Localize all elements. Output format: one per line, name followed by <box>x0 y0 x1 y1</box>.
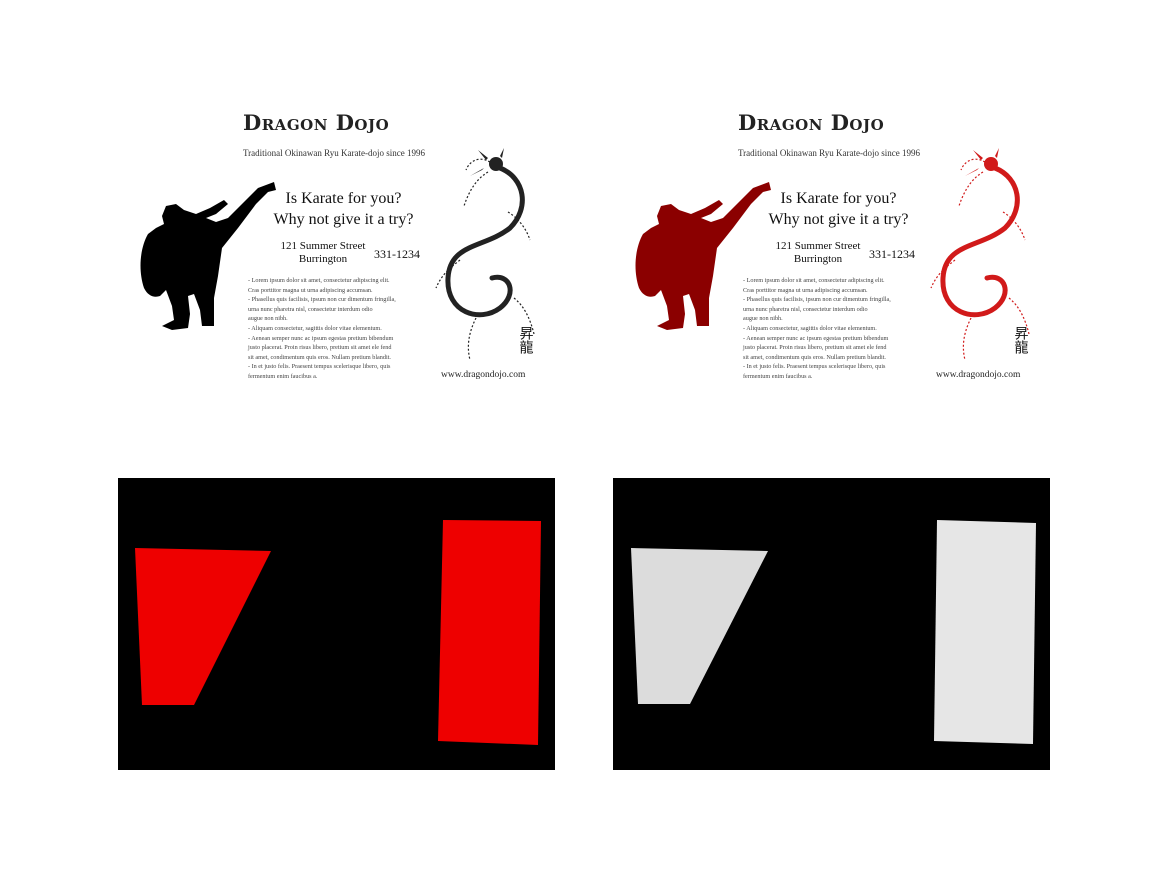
body-line: justo placerat. Proin risus libero, pret… <box>743 344 887 352</box>
segmentation-mask-red <box>118 478 555 770</box>
body-line: - Aenean semper nunc ac ipsum egestas pr… <box>248 334 394 342</box>
seal-glyphs: 昇龍 <box>1013 326 1029 355</box>
mask-region-quad <box>135 548 271 705</box>
headline: Is Karate for you? Why not give it a try… <box>751 188 926 230</box>
body-line: Cras porttitor magna ut urna adipiscing … <box>743 286 868 294</box>
address: 121 Summer Street Burrington <box>763 240 873 266</box>
headline-line: Why not give it a try? <box>768 211 909 228</box>
dragon-icon <box>930 148 1030 361</box>
mask-region-rect <box>438 520 541 745</box>
karate-kicker-icon <box>140 182 276 330</box>
brand-title: Dragon Dojo <box>738 110 885 135</box>
mask-region-quad <box>631 548 768 704</box>
body-line: - Aenean semper nunc ac ipsum egestas pr… <box>743 334 889 342</box>
body-line: urna nunc pharetra nisl, consectetur int… <box>248 305 373 313</box>
address-city: Burrington <box>298 253 348 265</box>
body-line: - Aliquam consectetur, sagittis dolor vi… <box>248 324 382 332</box>
body-line: sit amet, condimentum quis eros. Nullam … <box>248 353 391 361</box>
body-line: Cras porttitor magna ut urna adipiscing … <box>248 286 373 294</box>
body-line: augue non nibh. <box>248 315 288 323</box>
segmentation-mask-gray <box>613 478 1050 770</box>
body-line: - In et justo felis. Praesent tempus sce… <box>248 363 391 371</box>
headline-line: Is Karate for you? <box>780 190 897 207</box>
address-street: 121 Summer Street <box>280 240 366 252</box>
body-line: justo placerat. Proin risus libero, pret… <box>248 344 392 352</box>
body-line: - In et justo felis. Praesent tempus sce… <box>743 363 886 371</box>
address: 121 Summer Street Burrington <box>268 240 378 266</box>
flyer-original: Dragon Dojo Traditional Okinawan Ryu Kar… <box>118 100 555 390</box>
brand-title: Dragon Dojo <box>243 110 390 135</box>
body-line: sit amet, condimentum quis eros. Nullam … <box>743 353 886 361</box>
body-line: - Aliquam consectetur, sagittis dolor vi… <box>743 324 877 332</box>
body-line: fermentum enim faucibus a. <box>248 372 318 380</box>
headline-line: Why not give it a try? <box>273 211 414 228</box>
website-link[interactable]: www.dragondojo.com <box>441 370 526 380</box>
mask-region-rect <box>934 520 1036 744</box>
body-line: - Phasellus quis facilisis, ipsum non cu… <box>248 296 396 304</box>
tagline: Traditional Okinawan Ryu Karate-dojo sin… <box>243 148 426 158</box>
address-street: 121 Summer Street <box>775 240 861 252</box>
phone-number: 331-1234 <box>869 247 915 261</box>
headline: Is Karate for you? Why not give it a try… <box>256 188 431 230</box>
body-text: - Lorem ipsum dolor sit amet, consectetu… <box>743 276 921 382</box>
body-line: augue non nibh. <box>743 315 783 323</box>
tagline: Traditional Okinawan Ryu Karate-dojo sin… <box>738 148 921 158</box>
body-line: - Lorem ipsum dolor sit amet, consectetu… <box>743 277 885 284</box>
seal-icon: 昇龍 <box>1013 326 1029 355</box>
body-line: fermentum enim faucibus a. <box>743 372 813 380</box>
karate-kicker-icon <box>635 182 771 330</box>
dragon-icon <box>435 148 535 361</box>
headline-line: Is Karate for you? <box>285 190 402 207</box>
body-line: - Phasellus quis facilisis, ipsum non cu… <box>743 296 891 304</box>
seal-icon: 昇龍 <box>518 326 534 355</box>
phone-number: 331-1234 <box>374 247 420 261</box>
body-text: - Lorem ipsum dolor sit amet, consectetu… <box>248 276 426 382</box>
body-line: - Lorem ipsum dolor sit amet, consectetu… <box>248 277 390 284</box>
flyer-recolored: Dragon Dojo Traditional Okinawan Ryu Kar… <box>613 100 1050 390</box>
address-city: Burrington <box>793 253 843 265</box>
website-link[interactable]: www.dragondojo.com <box>936 370 1021 380</box>
seal-glyphs: 昇龍 <box>518 326 534 355</box>
body-line: urna nunc pharetra nisl, consectetur int… <box>743 305 868 313</box>
